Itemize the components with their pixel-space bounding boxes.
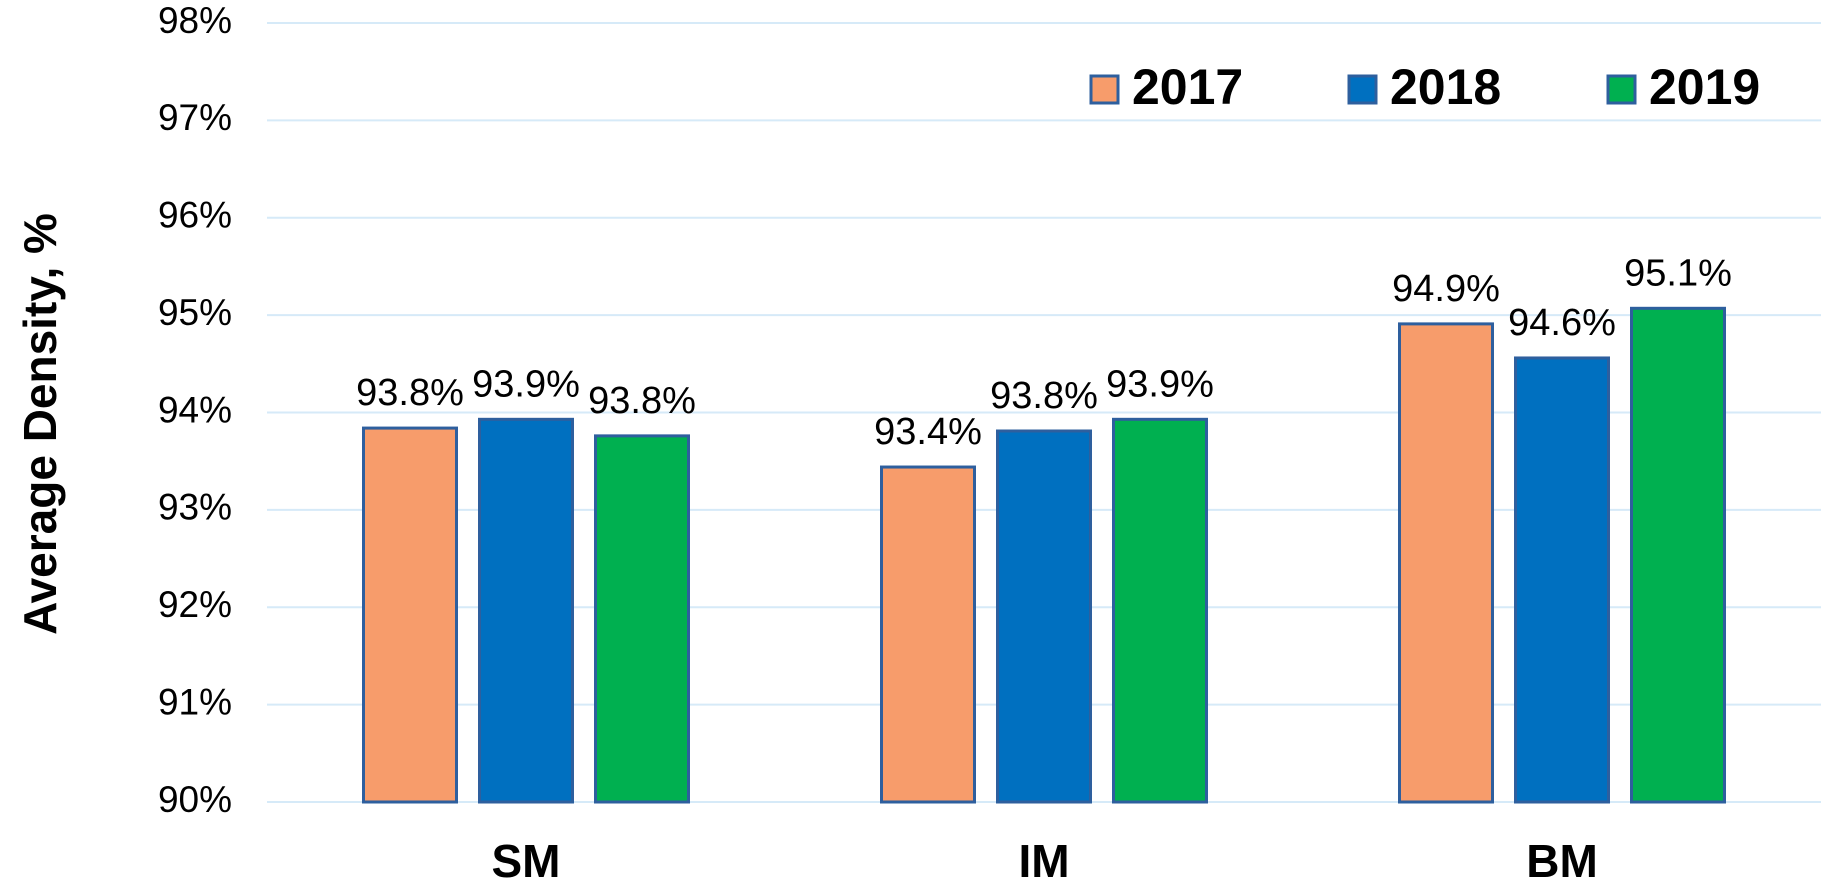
y-tick-label: 93% — [158, 487, 232, 528]
bar — [996, 429, 1092, 804]
data-label: 93.9% — [1106, 363, 1214, 405]
legend-swatch — [1089, 74, 1120, 105]
legend-label: 2019 — [1649, 59, 1760, 115]
legend-label: 2017 — [1132, 59, 1243, 115]
data-label: 95.1% — [1624, 252, 1732, 294]
bar — [594, 434, 690, 804]
y-tick-label: 98% — [158, 0, 232, 41]
bar — [1514, 356, 1610, 804]
y-tick-label: 91% — [158, 681, 232, 722]
x-tick-label: IM — [1018, 835, 1069, 887]
bar — [1398, 322, 1494, 804]
data-label: 93.9% — [472, 363, 580, 405]
y-tick-label: 96% — [158, 195, 232, 236]
data-label: 94.6% — [1508, 302, 1616, 344]
y-tick-label: 95% — [158, 292, 232, 333]
data-label: 93.8% — [588, 380, 696, 422]
y-tick-label: 90% — [158, 779, 232, 820]
bar — [880, 465, 976, 804]
bar — [1630, 306, 1726, 804]
bar — [362, 426, 458, 804]
y-tick-label: 92% — [158, 584, 232, 625]
legend-swatch — [1347, 74, 1378, 105]
bar — [1112, 417, 1208, 804]
y-tick-label: 97% — [158, 97, 232, 138]
x-tick-label: SM — [492, 835, 561, 887]
data-label: 93.8% — [990, 375, 1098, 417]
y-axis-title: Average Density, % — [14, 213, 66, 635]
x-tick-label: BM — [1526, 835, 1598, 887]
bar — [478, 417, 574, 804]
data-label: 94.9% — [1392, 268, 1500, 310]
data-label: 93.4% — [874, 411, 982, 453]
data-label: 93.8% — [356, 372, 464, 414]
legend-swatch — [1606, 74, 1637, 105]
y-tick-label: 94% — [158, 389, 232, 430]
legend-label: 2018 — [1390, 59, 1501, 115]
